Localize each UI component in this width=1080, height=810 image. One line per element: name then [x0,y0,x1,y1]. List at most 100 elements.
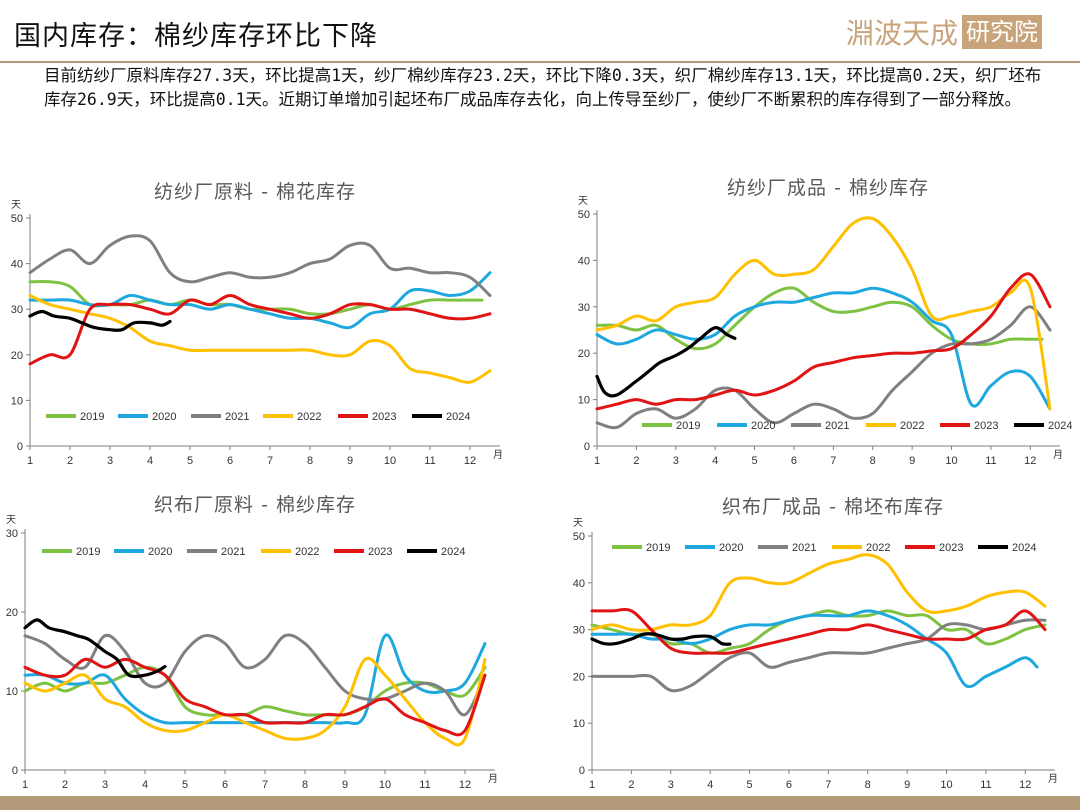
series-line-2024 [23,618,167,679]
legend-label-2023: 2023 [939,542,963,554]
x-tick-label: 12 [464,455,476,467]
chart-title: 织布厂原料 - 棉纱库存 [154,494,356,516]
y-tick-label: 0 [12,765,18,777]
legend-label-2020: 2020 [152,411,176,423]
legend-label-2021: 2021 [225,411,249,423]
series-line-2024 [28,309,172,332]
series-line-2021 [23,633,487,717]
x-tick-label: 1 [589,779,595,791]
y-tick-label: 50 [573,531,585,543]
x-tick-label: 2 [67,455,73,467]
series-line-2023 [595,272,1052,411]
legend-label-2020: 2020 [719,542,743,554]
x-tick-label: 1 [27,455,33,467]
legend-label-2024: 2024 [1048,420,1072,432]
series-line-2019 [23,665,487,717]
x-tick-label: 4 [707,779,713,791]
y-tick-label: 20 [573,671,585,683]
x-tick-label: 7 [830,455,836,467]
x-tick-label: 8 [307,455,313,467]
x-tick-label: 9 [347,455,353,467]
x-tick-label: 7 [825,779,831,791]
y-tick-label: 20 [11,350,23,362]
chart-title: 织布厂成品 - 棉坯布库存 [722,496,944,518]
series-line-2023 [590,608,1047,655]
y-tick-label: 10 [6,686,18,698]
series-line-2021 [590,618,1047,693]
legend-label-2023: 2023 [368,546,392,558]
summary-text: 目前纺纱厂原料库存27.3天，环比提高1天，纱厂棉纱库存23.2天，环比下降0.… [44,66,1042,109]
legend-label-2022: 2022 [900,420,924,432]
series-line-2023 [23,657,487,737]
y-tick-label: 40 [573,578,585,590]
y-unit-label: 天 [6,515,16,526]
legend-label-2020: 2020 [148,546,172,558]
y-tick-label: 0 [17,441,23,453]
legend-label-2023: 2023 [372,411,396,423]
y-tick-label: 20 [6,607,18,619]
y-tick-label: 40 [578,255,590,267]
x-tick-label: 10 [945,455,957,467]
legend-label-2022: 2022 [866,542,890,554]
x-tick-label: 5 [187,455,193,467]
x-tick-label: 3 [668,779,674,791]
legend-label-2022: 2022 [297,411,321,423]
chart-title: 纺纱厂成品 - 棉纱库存 [727,177,929,199]
y-tick-label: 30 [11,304,23,316]
x-tick-label: 6 [791,455,797,467]
series-line-2024 [595,326,737,398]
x-tick-label: 5 [747,779,753,791]
legend-label-2021: 2021 [792,542,816,554]
x-unit-label: 月 [493,449,503,461]
series-line-2021 [28,234,492,297]
x-tick-label: 12 [1019,779,1031,791]
x-tick-label: 1 [594,455,600,467]
header-divider [0,61,1080,63]
x-unit-label: 月 [488,773,498,785]
x-tick-label: 4 [712,455,718,467]
legend-label-2024: 2024 [446,411,470,423]
x-tick-label: 3 [102,779,108,791]
x-tick-label: 2 [62,779,68,791]
x-tick-label: 6 [222,779,228,791]
y-tick-label: 30 [573,625,585,637]
x-tick-label: 11 [424,455,435,467]
y-tick-label: 10 [578,395,590,407]
legend-label-2019: 2019 [76,546,100,558]
legend-label-2020: 2020 [751,420,775,432]
footer-bar [0,796,1080,810]
series-line-2022 [590,553,1047,632]
x-tick-label: 11 [419,779,430,791]
y-tick-label: 50 [578,209,590,221]
x-tick-label: 11 [980,779,991,791]
legend-label-2019: 2019 [676,420,700,432]
brand-logo: 淵波天成 研究院 [846,12,1043,52]
x-tick-label: 2 [628,779,634,791]
series-line-2020 [590,609,1039,689]
y-tick-label: 0 [579,765,585,777]
x-tick-label: 10 [379,779,391,791]
y-tick-label: 50 [11,213,23,225]
y-tick-label: 20 [578,348,590,360]
legend-label-2022: 2022 [295,546,319,558]
x-tick-label: 7 [262,779,268,791]
x-tick-label: 8 [302,779,308,791]
x-tick-label: 2 [633,455,639,467]
x-tick-label: 7 [267,455,273,467]
x-unit-label: 月 [1053,449,1063,461]
y-unit-label: 天 [578,196,588,207]
y-tick-label: 0 [584,441,590,453]
x-tick-label: 12 [1024,455,1036,467]
x-tick-label: 6 [786,779,792,791]
y-tick-label: 10 [11,395,23,407]
x-tick-label: 10 [384,455,396,467]
x-tick-label: 1 [22,779,28,791]
x-tick-label: 11 [985,455,996,467]
y-unit-label: 天 [11,200,21,211]
y-tick-label: 30 [578,302,590,314]
y-tick-label: 30 [6,528,18,540]
legend-label-2021: 2021 [825,420,849,432]
series-line-2022 [595,216,1052,411]
